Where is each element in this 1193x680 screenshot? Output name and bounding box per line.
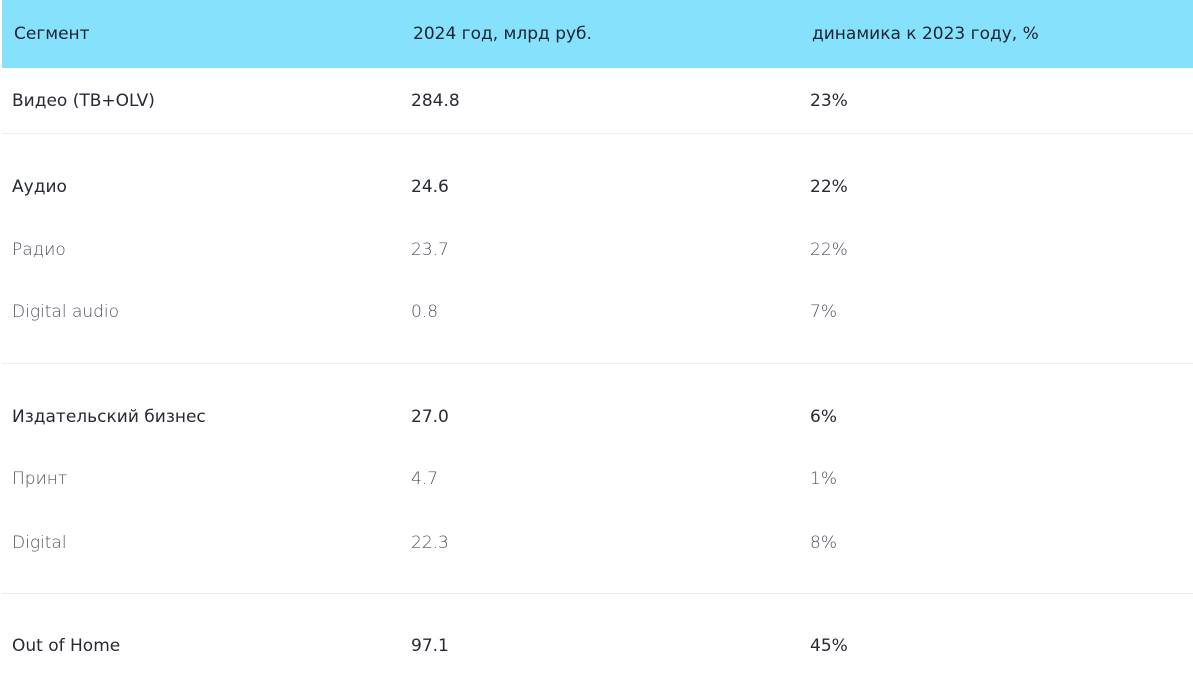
table-row: Digital 22.3 8% bbox=[0, 532, 1193, 562]
row-segment: Видео (ТВ+OLV) bbox=[12, 91, 155, 111]
header-segment: Сегмент bbox=[14, 24, 90, 44]
table-row: Видео (ТВ+OLV) 284.8 23% bbox=[0, 90, 1193, 120]
group-divider bbox=[2, 133, 1193, 134]
row-value: 97.1 bbox=[411, 636, 449, 656]
row-value: 0.8 bbox=[411, 302, 439, 322]
row-change: 1% bbox=[810, 469, 837, 489]
table-header: Сегмент 2024 год, млрд руб. динамика к 2… bbox=[2, 0, 1193, 68]
table-row: Принт 4.7 1% bbox=[0, 468, 1193, 498]
row-value: 4.7 bbox=[411, 469, 439, 489]
row-value: 24.6 bbox=[411, 177, 449, 197]
row-value: 23.7 bbox=[411, 240, 449, 260]
row-value: 22.3 bbox=[411, 533, 449, 553]
row-change: 8% bbox=[810, 533, 837, 553]
row-segment: Издательский бизнес bbox=[12, 407, 206, 427]
row-change: 7% bbox=[810, 302, 837, 322]
header-change: динамика к 2023 году, % bbox=[812, 24, 1039, 44]
row-segment: Аудио bbox=[12, 177, 67, 197]
row-segment: Радио bbox=[12, 240, 66, 260]
table-row: Аудио 24.6 22% bbox=[0, 176, 1193, 206]
table-row: Digital audio 0.8 7% bbox=[0, 301, 1193, 331]
row-segment: Digital audio bbox=[12, 302, 120, 322]
table-row: Out of Home 97.1 45% bbox=[0, 635, 1193, 665]
table-row: Издательский бизнес 27.0 6% bbox=[0, 406, 1193, 436]
table-row: Радио 23.7 22% bbox=[0, 239, 1193, 269]
row-change: 23% bbox=[810, 91, 848, 111]
row-change: 6% bbox=[810, 407, 837, 427]
row-segment: Принт bbox=[12, 469, 68, 489]
group-divider bbox=[2, 593, 1193, 594]
group-divider bbox=[2, 363, 1193, 364]
row-change: 22% bbox=[810, 240, 848, 260]
row-segment: Digital bbox=[12, 533, 67, 553]
row-value: 27.0 bbox=[411, 407, 449, 427]
header-value-2024: 2024 год, млрд руб. bbox=[413, 24, 592, 44]
row-value: 284.8 bbox=[411, 91, 460, 111]
row-change: 45% bbox=[810, 636, 848, 656]
row-change: 22% bbox=[810, 177, 848, 197]
row-segment: Out of Home bbox=[12, 636, 121, 656]
